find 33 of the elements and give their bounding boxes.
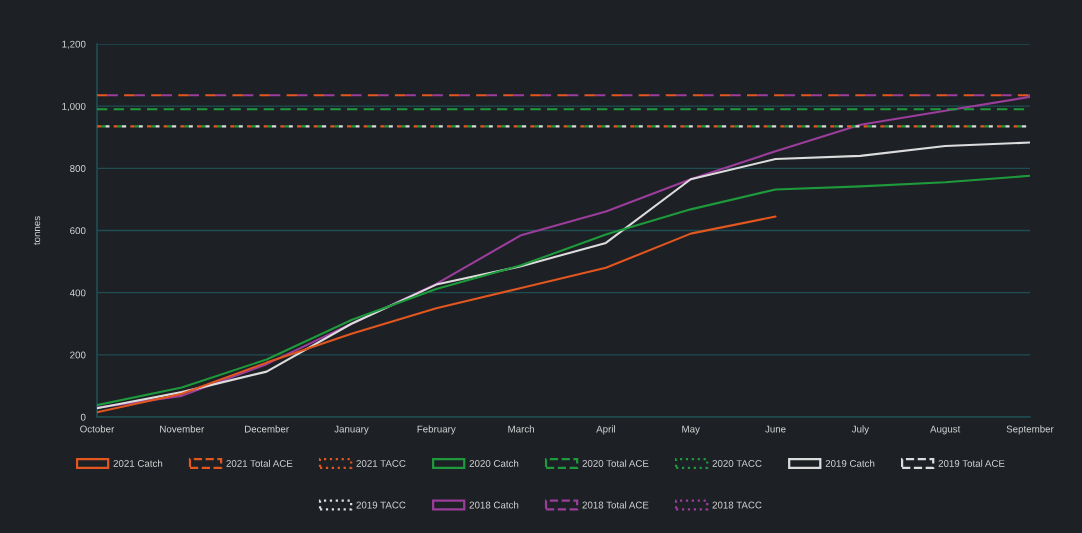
x-tick-label: July — [851, 425, 869, 435]
legend-label: 2018 Total ACE — [582, 501, 649, 509]
legend-label: 2018 Catch — [469, 501, 519, 509]
x-tick-label: March — [508, 425, 534, 433]
legend-label: 2018 TACC — [712, 501, 762, 509]
line-series — [97, 215, 777, 414]
x-tick-label: September — [1006, 425, 1054, 435]
x-tick-label: August — [930, 425, 961, 435]
legend-label: 2019 Catch — [825, 459, 875, 467]
y-tick-label: 600 — [70, 227, 86, 235]
x-tick-label: October — [80, 425, 115, 433]
y-tick-label: 0 — [80, 413, 86, 421]
y-axis-title: tonnes — [33, 216, 41, 245]
x-tick-label: February — [417, 425, 456, 435]
legend-label: 2020 TACC — [712, 460, 762, 467]
x-tick-label: December — [245, 425, 289, 433]
legend-label: 2020 Total ACE — [582, 459, 649, 467]
x-tick-label: June — [765, 425, 786, 433]
x-tick-label: November — [160, 425, 205, 433]
legend-label: 2021 Catch — [113, 459, 163, 467]
y-tick-label: 1,200 — [62, 40, 86, 49]
y-tick-label: 800 — [70, 165, 86, 172]
legend-label: 2021 TACC — [356, 460, 406, 467]
y-tick-label: 200 — [70, 351, 86, 359]
y-tick-label: 400 — [69, 289, 86, 297]
x-tick-label: April — [596, 425, 615, 435]
legend-label: 2021 Total ACE — [226, 459, 293, 467]
legend-label: 2019 Total ACE — [938, 459, 1005, 467]
x-tick-label: May — [682, 425, 700, 435]
legend-label: 2020 Catch — [469, 459, 519, 467]
legend-label: 2019 TACC — [356, 501, 406, 509]
y-tick-label: 1,000 — [62, 102, 86, 111]
x-tick-label: January — [334, 425, 369, 435]
